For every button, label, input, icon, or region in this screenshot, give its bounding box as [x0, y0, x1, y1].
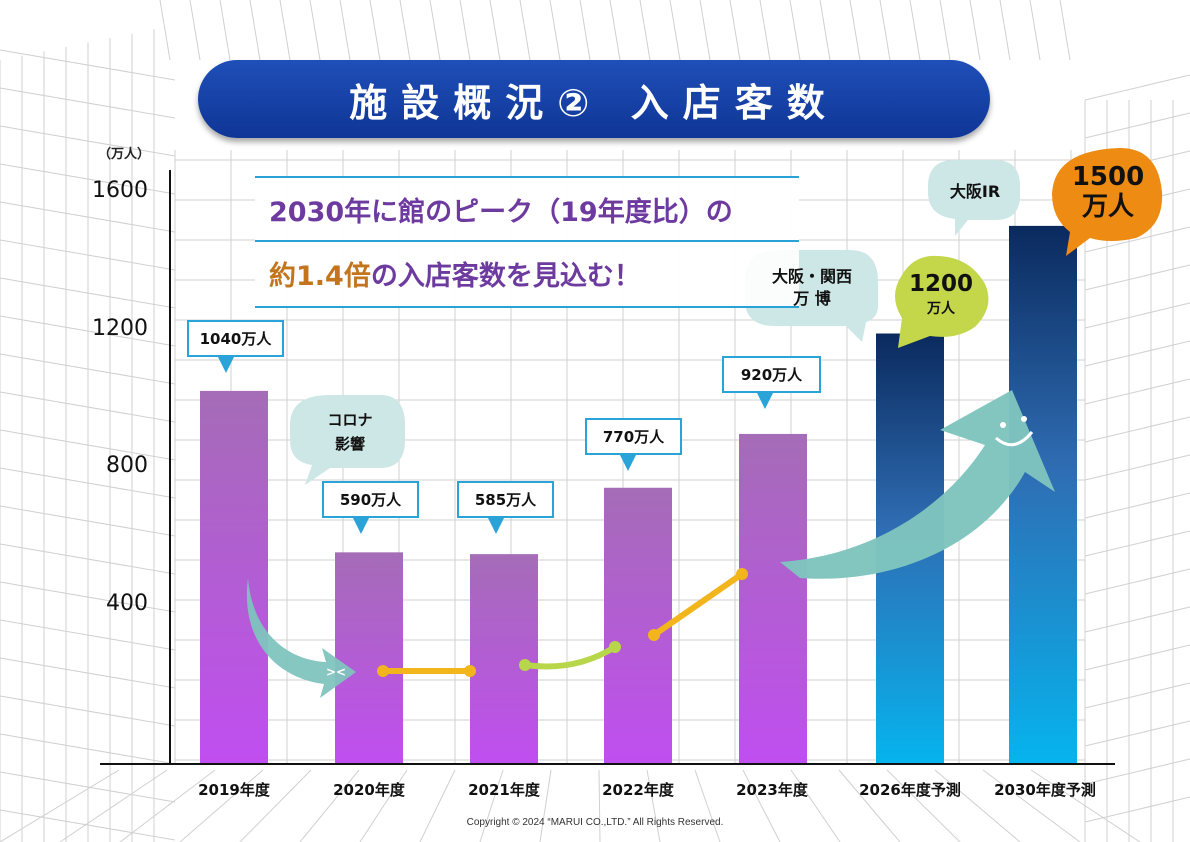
headline-rest: の入店客数を見込む！: [370, 261, 641, 292]
down-trend-arrow: [246, 578, 356, 698]
y-axis-unit: （万人）: [98, 147, 151, 162]
covid-bubble: [290, 395, 405, 485]
headline-box: 2030年に館のピーク（19年度比）の 約1.4倍の入店客数を見込む！: [255, 176, 799, 308]
ir-bubble-text: 大阪IR: [949, 182, 1001, 201]
headline-divider: [255, 240, 799, 242]
y-tick-label: 800: [106, 453, 148, 478]
x-tick-label: 2030年度予測: [994, 781, 1096, 799]
copyright-text: Copyright © 2024 “MARUI CO.,LTD.” All Ri…: [466, 817, 724, 828]
page-title: 施設概況② 入店客数: [349, 80, 839, 125]
y-tick-label: 1200: [92, 316, 148, 341]
headline-highlight: 約1.4倍: [269, 261, 371, 292]
x-tick-label: 2022年度: [602, 781, 674, 799]
data-label-2021: 585万人: [457, 481, 554, 534]
headline-line-2: 約1.4倍の入店客数を見込む！: [269, 254, 641, 293]
smile-face-icon: [995, 416, 1034, 447]
forecast-2030-bubble: [1052, 148, 1163, 256]
page-title-banner: 施設概況② 入店客数: [198, 60, 990, 138]
x-tick-label: 2021年度: [468, 781, 540, 799]
sad-face-icon: ><: [326, 665, 346, 679]
growth-arrow: [780, 390, 1055, 579]
covid-bubble-text: コロナ 影響: [327, 411, 373, 453]
x-tick-label: 2020年度: [333, 781, 405, 799]
bar-2022年度: [604, 487, 672, 764]
y-tick-label: 1600: [92, 178, 148, 203]
bar-2021年度: [470, 554, 538, 764]
headline-line-1: 2030年に館のピーク（19年度比）の: [269, 197, 733, 228]
forecast-2026-label: 1200 万人: [908, 271, 973, 317]
forecast-2026-bubble: [895, 255, 989, 348]
x-tick-label: 2019年度: [198, 781, 270, 799]
x-tick-label: 2023年度: [736, 781, 808, 799]
bar-2023年度: [739, 433, 807, 764]
data-label-2020: 590万人: [322, 481, 419, 534]
data-label-2019: 1040万人: [187, 320, 284, 373]
data-label-2022: 770万人: [585, 418, 682, 471]
bar-2020年度: [335, 552, 403, 764]
expo-bubble-text: 大阪・関西万 博: [771, 267, 852, 308]
bar-2030年度予測: [1009, 225, 1077, 764]
x-tick-label: 2026年度予測: [859, 781, 961, 799]
data-label-2023: 920万人: [722, 356, 821, 409]
ir-bubble: [928, 160, 1020, 236]
forecast-2030-label: 1500 万人: [1071, 162, 1145, 222]
y-tick-label: 400: [106, 591, 148, 616]
bar-2019年度: [200, 390, 268, 764]
recovery-connectors: [377, 568, 748, 677]
